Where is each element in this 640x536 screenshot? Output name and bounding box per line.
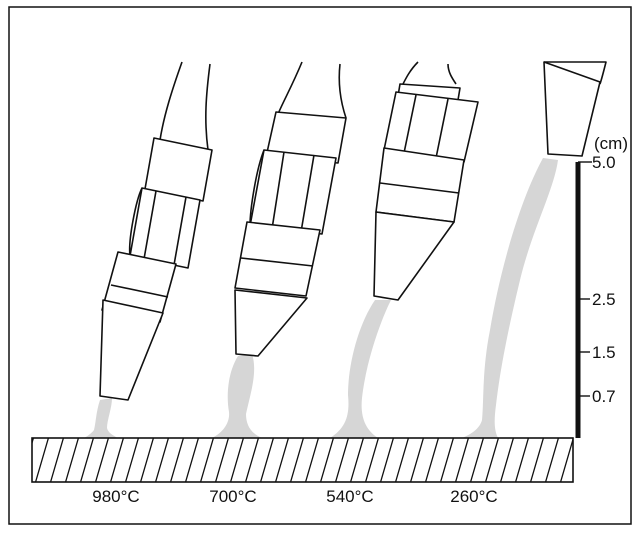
hatch-line (364, 438, 380, 482)
hatch-line (304, 438, 320, 482)
scale-label-0-7: 0.7 (592, 387, 616, 406)
hatch-line (49, 438, 65, 482)
temp-label-700: 700°C (209, 487, 256, 506)
hatch-line (454, 438, 470, 482)
hatch-line (469, 438, 485, 482)
hatch-line (34, 438, 50, 482)
hatch-line (79, 438, 95, 482)
hatch-line (514, 438, 530, 482)
hatch-line (559, 438, 573, 482)
hatch-line (109, 438, 125, 482)
hatch-line (229, 438, 245, 482)
flame-980 (84, 398, 118, 438)
flame-700 (212, 354, 262, 438)
hatch-line (439, 438, 455, 482)
hatch-line (590, 436, 604, 484)
hatch-line (154, 438, 170, 482)
hatch-line (424, 438, 440, 482)
hatch-line (169, 438, 185, 482)
base-plate (31, 436, 604, 484)
hatch-line (394, 438, 410, 482)
scale-label-5-0: 5.0 (592, 153, 616, 172)
hatch-line (64, 438, 80, 482)
scale-unit: (cm) (594, 134, 628, 153)
hatch-line (184, 438, 200, 482)
scale-label-2-5: 2.5 (592, 290, 616, 309)
hatch-line (544, 438, 560, 482)
torch-700 (234, 61, 347, 357)
hatch-line (139, 438, 155, 482)
hatch-line (499, 438, 515, 482)
hatch-line (334, 438, 350, 482)
hatch-line (199, 438, 215, 482)
torch-260 (543, 61, 607, 157)
flame-260 (462, 158, 558, 438)
height-scale: (cm) 5.0 2.5 1.5 0.7 (575, 134, 628, 438)
hatch-line (484, 438, 500, 482)
scale-label-1-5: 1.5 (592, 343, 616, 362)
diagram-border (8, 6, 632, 525)
hatch-line (319, 438, 335, 482)
hatch-line (289, 438, 305, 482)
hatch-line (409, 438, 425, 482)
hatch-line (274, 438, 290, 482)
flame-540 (330, 300, 391, 438)
hatch-line (124, 438, 140, 482)
temperature-labels: 980°C 700°C 540°C 260°C (92, 487, 497, 506)
temp-label-980: 980°C (92, 487, 139, 506)
hatch-line (349, 438, 365, 482)
hatch-line (94, 438, 110, 482)
temp-label-540: 540°C (326, 487, 373, 506)
hatch-line (529, 438, 545, 482)
torch-540 (373, 61, 479, 301)
hatch-line (244, 438, 260, 482)
temp-label-260: 260°C (450, 487, 497, 506)
hatch-line (575, 436, 589, 484)
hatch-line (214, 438, 230, 482)
flames (84, 158, 558, 438)
hatch-line (379, 438, 395, 482)
hatch-line (259, 438, 275, 482)
torch-980 (99, 61, 213, 401)
